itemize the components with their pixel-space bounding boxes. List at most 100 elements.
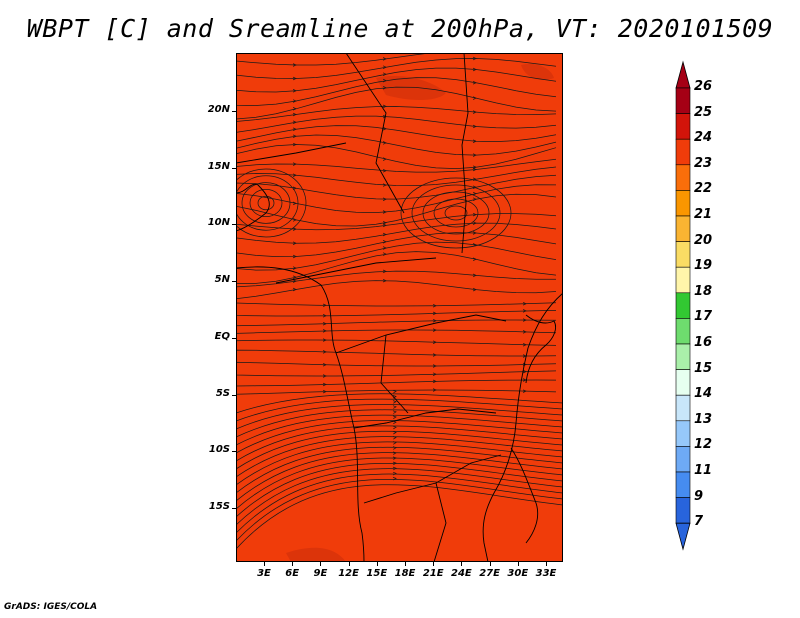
streamline-arrow <box>322 389 327 394</box>
streamline-arrow <box>292 218 297 222</box>
colorbar-tick-label: 19 <box>694 258 713 274</box>
colorbar-box <box>675 420 691 447</box>
streamline-arrow <box>472 191 477 196</box>
vortex-ring <box>411 184 501 242</box>
lon-tick-mark <box>489 562 491 566</box>
streamline-arrow <box>392 441 397 445</box>
streamline <box>236 473 563 534</box>
streamline <box>236 452 563 502</box>
lon-tick-mark <box>264 562 265 566</box>
streamline <box>236 425 563 462</box>
streamline-arrow <box>382 223 387 228</box>
colorbar-box <box>675 138 691 166</box>
vortex-ring <box>444 205 468 221</box>
streamline-arrow <box>472 221 477 225</box>
streamline-arrow <box>522 369 527 374</box>
streamline-arrow <box>322 321 327 326</box>
streamline-arrow <box>382 240 387 244</box>
vortex-ring <box>236 175 299 231</box>
streamline-arrow <box>392 389 397 394</box>
streamline-arrow <box>472 124 477 129</box>
streamline <box>236 361 557 367</box>
streamline-arrow <box>382 278 387 283</box>
streamline-arrow <box>292 279 297 283</box>
lon-tick-label: 12E <box>338 568 359 579</box>
streamline-arrow <box>292 107 297 111</box>
streamline-arrow <box>292 254 297 259</box>
streamline-arrow <box>472 56 477 61</box>
streamline-arrow <box>382 157 387 161</box>
lon-tick-mark <box>376 562 378 566</box>
colorbar-box <box>675 215 691 242</box>
colorbar-box <box>675 343 691 370</box>
streamline-arrow <box>432 318 437 323</box>
streamline-arrow <box>472 67 477 72</box>
streamline-arrow <box>392 430 397 435</box>
streamline-arrow <box>392 451 397 455</box>
colorbar-box <box>675 266 691 294</box>
streamline-arrow <box>472 231 477 235</box>
colorbar-tick-label: 13 <box>694 411 713 427</box>
streamline-arrow <box>472 153 477 157</box>
vortex-ring <box>422 191 490 235</box>
streamline-arrow <box>432 328 437 332</box>
streamline-arrow <box>382 269 387 274</box>
streamline-arrow <box>292 142 297 147</box>
streamline <box>236 393 563 414</box>
streamline-arrow <box>432 340 437 344</box>
colorbar-tick-label: 21 <box>694 207 713 222</box>
colorbar-tick-label: 11 <box>694 463 713 478</box>
map-panel <box>236 53 563 562</box>
colorbar-box <box>675 292 691 319</box>
streamline-arrow <box>392 400 397 404</box>
streamline-arrow <box>432 311 437 316</box>
streamline-arrow <box>472 80 477 85</box>
lon-tick-mark <box>517 562 519 566</box>
streamline-arrow <box>432 379 437 384</box>
colorbar-box <box>675 113 691 140</box>
streamline-arrow <box>322 382 327 387</box>
streamline-arrow <box>322 350 327 354</box>
lon-tick-mark <box>348 562 350 566</box>
streamline-arrow <box>392 410 397 414</box>
streamline-arrow <box>472 139 477 143</box>
streamline <box>236 398 563 422</box>
streamline-arrow <box>382 65 387 69</box>
lon-tick-label: 9E <box>313 568 328 579</box>
lon-tick-mark <box>292 562 294 566</box>
lon-tick-label: 15E <box>366 568 388 579</box>
streamline-arrow <box>382 220 387 225</box>
streamline-arrow <box>382 252 387 256</box>
colorbar-box <box>675 318 691 345</box>
vortex-ring <box>257 195 275 211</box>
streamline-arrow <box>292 63 297 67</box>
streamline-arrow <box>382 85 387 90</box>
streamline-arrow <box>322 329 327 333</box>
lon-tick-label: 3E <box>257 568 271 579</box>
map-plot <box>236 53 563 562</box>
lat-tick-mark <box>232 337 236 339</box>
lat-tick-label: 20N <box>207 104 230 115</box>
streamlines <box>236 53 563 550</box>
streamline-arrow <box>382 114 387 119</box>
lat-tick-mark <box>232 281 236 283</box>
lon-tick-label: 6E <box>285 568 300 579</box>
chart-title: WBPT [C] and Sreamline at 200hPa, VT: 20… <box>26 14 774 43</box>
colorbar-top-triangle <box>675 60 691 89</box>
streamline-arrow <box>392 456 397 460</box>
streamline <box>236 462 563 518</box>
lon-tick-mark <box>461 562 463 566</box>
streamline <box>236 53 433 66</box>
streamline-arrow <box>472 110 477 114</box>
streamline-arrow <box>382 210 387 214</box>
streamline-arrow <box>292 120 297 125</box>
streamline-arrow <box>472 212 477 217</box>
lat-tick-mark <box>232 507 236 509</box>
streamline-arrow <box>292 201 297 206</box>
streamline-arrow <box>292 266 297 270</box>
streamline-arrow <box>472 185 477 190</box>
colorbar-box <box>675 497 691 524</box>
wbpt-field <box>236 53 563 562</box>
streamline <box>236 409 563 438</box>
streamline <box>236 420 563 454</box>
